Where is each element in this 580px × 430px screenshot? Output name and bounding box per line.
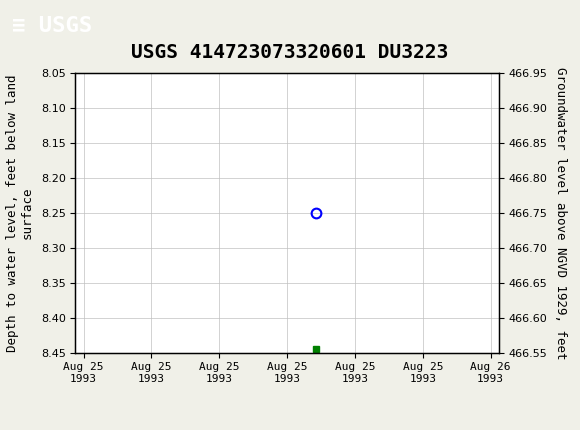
Y-axis label: Depth to water level, feet below land
surface: Depth to water level, feet below land su… xyxy=(6,74,34,352)
Text: ≡ USGS: ≡ USGS xyxy=(12,16,92,36)
Text: USGS 414723073320601 DU3223: USGS 414723073320601 DU3223 xyxy=(132,43,448,62)
Y-axis label: Groundwater level above NGVD 1929, feet: Groundwater level above NGVD 1929, feet xyxy=(554,67,567,359)
